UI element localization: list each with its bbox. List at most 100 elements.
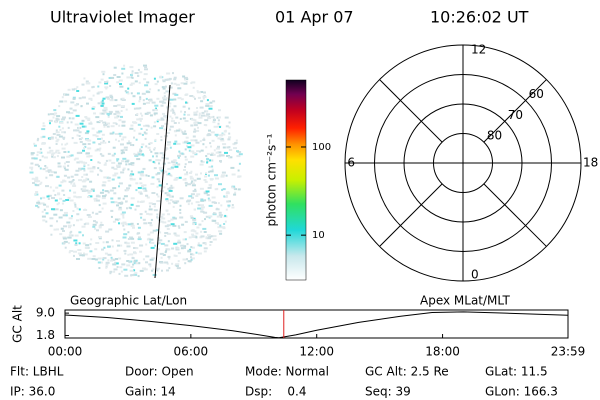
pixel [151,176,155,179]
pixel [86,214,91,216]
pixel [192,190,197,193]
pixel [173,98,177,101]
pixel [154,138,157,141]
pixel [96,92,100,95]
pixel [169,102,172,105]
pixel [218,211,222,214]
pixel [197,126,199,129]
pixel [238,153,243,156]
pixel [104,190,109,193]
pixel [144,137,147,140]
pixel [141,114,144,117]
pixel [169,128,172,131]
pixel [79,218,83,221]
pixel [166,232,171,235]
pixel [228,156,233,159]
pixel [163,92,166,95]
pixel [148,202,153,205]
pixel [227,204,231,207]
pixel [53,113,56,116]
pixel [121,97,125,100]
polar-ring-label: 70 [508,108,523,122]
pixel [129,207,132,210]
pixel [126,189,130,192]
pixel [184,140,189,143]
pixel [123,228,126,231]
pixel [132,263,135,266]
pixel [97,261,101,264]
pixel [89,180,93,183]
pixel [216,116,219,119]
pixel [135,262,140,265]
altitude-line [64,311,569,339]
pixel [164,244,169,247]
pixel [169,125,174,128]
pixel [72,96,76,99]
pixel [196,193,201,196]
pixel [231,173,236,176]
pixel [68,217,73,220]
pixel [162,221,167,224]
pixel [58,216,63,219]
pixel [203,91,206,94]
pixel [184,130,187,133]
pixel [113,192,117,195]
pixel [168,257,171,260]
pixel [206,134,210,137]
pixel [87,147,92,150]
pixel [55,129,58,132]
pixel [133,262,136,265]
pixel [182,258,187,261]
pixel [74,234,79,237]
pixel [150,246,155,249]
pixel [139,149,143,152]
pixel [208,199,212,202]
pixel [49,186,52,189]
pixel [99,191,104,194]
pixel [153,121,156,124]
pixel [72,97,76,100]
pixel [73,250,77,253]
pixel [122,157,127,160]
pixel [63,93,67,96]
pixel [175,162,178,165]
pixel [220,215,223,218]
pixel [43,203,47,206]
pixel [164,116,169,119]
pixel [198,223,202,226]
pixel [136,113,139,115]
pixel [56,228,59,231]
pixel [199,163,204,166]
pixel [161,217,166,220]
pixel [145,255,150,258]
pixel [126,76,131,79]
pixel [190,202,193,205]
pixel [173,242,178,245]
pixel [116,266,119,268]
pixel [222,227,226,230]
pixel [132,95,136,98]
pixel [87,164,90,167]
pixel [179,197,184,200]
pixel [177,97,182,100]
pixel [62,179,66,182]
pixel [211,159,214,162]
pixel [200,160,205,163]
polar-spoke [379,183,443,247]
pixel [190,144,195,147]
pixel [138,132,142,135]
pixel [92,225,96,228]
pixel [72,179,75,181]
pixel [95,199,100,202]
pixel [193,221,197,224]
pixel [85,173,88,176]
pixel [123,195,128,198]
pixel [37,200,40,203]
pixel [228,146,231,149]
pixel [104,82,109,85]
pixel [69,189,72,192]
pixel [55,186,59,189]
pixel [166,194,171,197]
pixel [49,174,54,177]
pixel [154,152,159,155]
